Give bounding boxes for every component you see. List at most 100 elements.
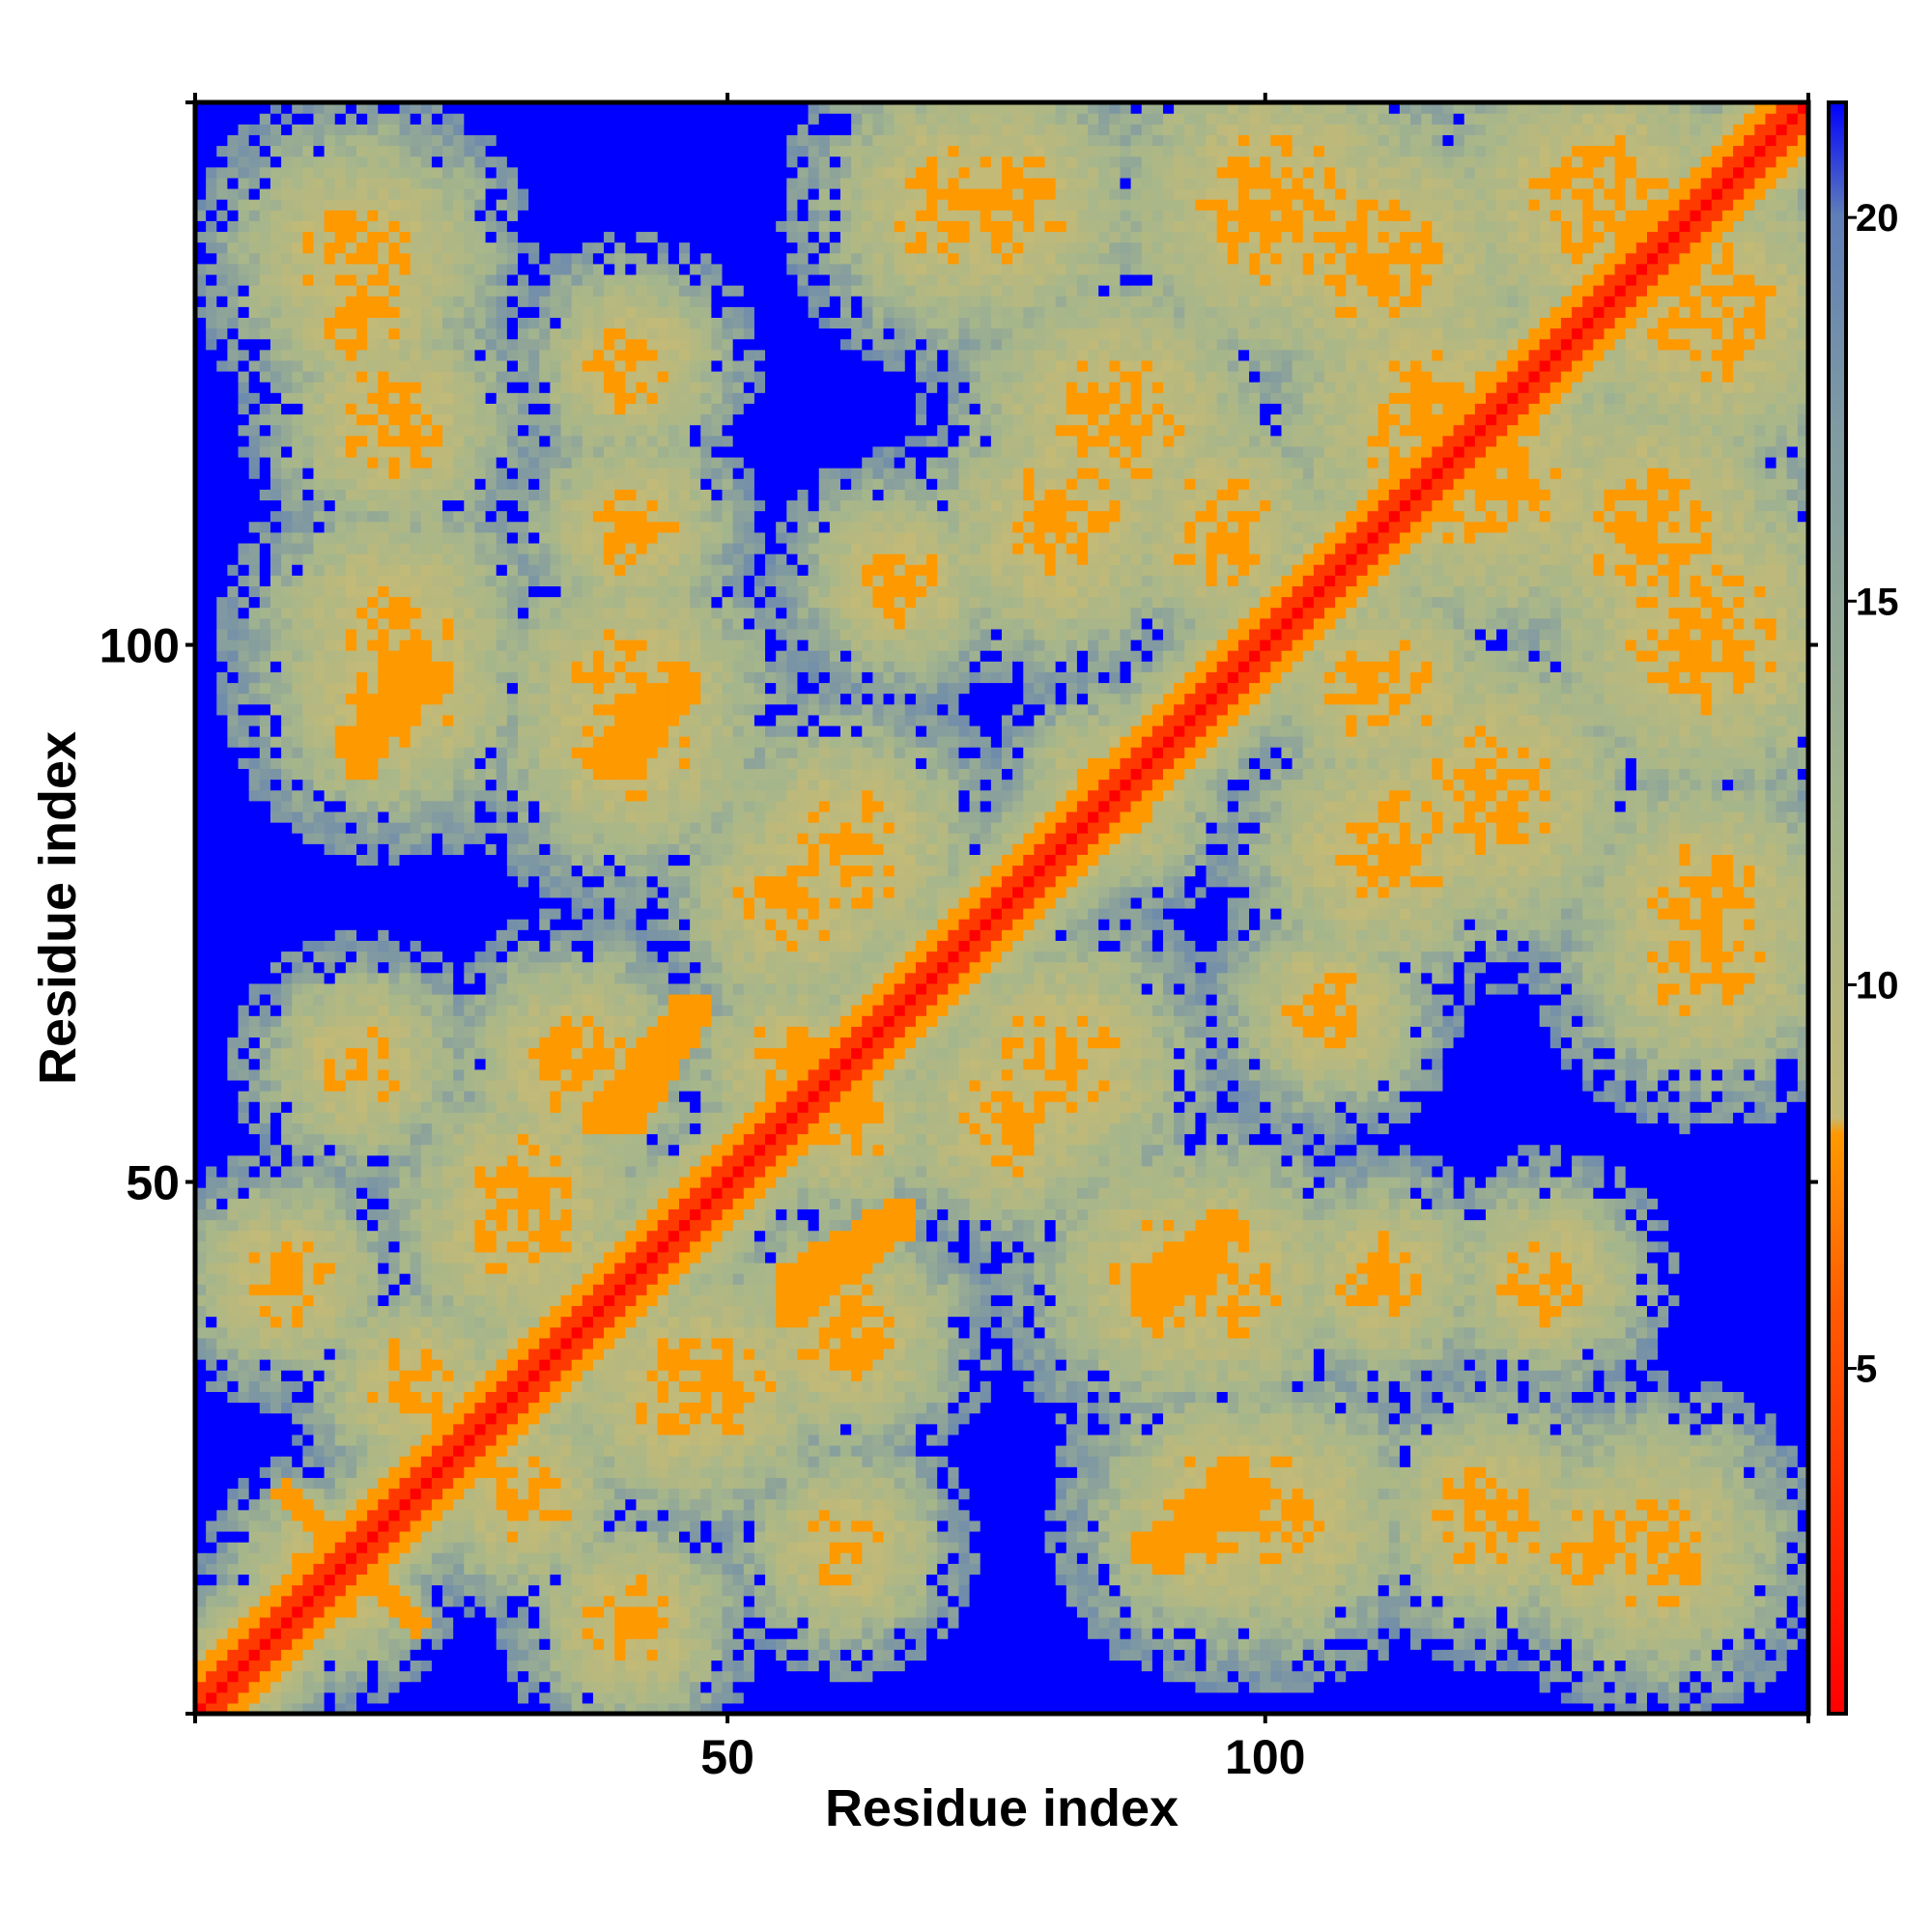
heatmap-cell [539, 1584, 551, 1597]
heatmap-cell [324, 1605, 336, 1618]
heatmap-cell [345, 833, 357, 844]
heatmap-cell [313, 1316, 326, 1328]
heatmap-cell [453, 1380, 465, 1392]
heatmap-cell [410, 617, 422, 630]
heatmap-cell [528, 1412, 540, 1425]
heatmap-cell [281, 371, 293, 383]
heatmap-cell [388, 1005, 401, 1016]
heatmap-cell [259, 1230, 271, 1242]
heatmap-cell [334, 1530, 347, 1543]
heatmap-cell [216, 1122, 228, 1135]
heatmap-cell [485, 1273, 497, 1285]
heatmap-cell [334, 896, 347, 909]
heatmap-cell [539, 1628, 551, 1639]
heatmap-cell [539, 1144, 551, 1156]
heatmap-cell [292, 199, 303, 211]
heatmap-cell [195, 1574, 207, 1586]
heatmap-cell [227, 661, 240, 672]
heatmap-cell [281, 1240, 293, 1253]
heatmap-cell [302, 1079, 315, 1092]
heatmap-cell [410, 628, 422, 640]
heatmap-cell [378, 1605, 389, 1618]
heatmap-cell [399, 1091, 412, 1102]
heatmap-cell [248, 392, 261, 404]
heatmap-cell [453, 1542, 465, 1553]
heatmap-cell [206, 392, 217, 404]
heatmap-cell [388, 1584, 401, 1597]
heatmap-cell [227, 1660, 240, 1672]
heatmap-cell [302, 940, 315, 952]
heatmap-cell [453, 1402, 465, 1414]
heatmap-cell [453, 1670, 465, 1683]
heatmap-cell [550, 1305, 562, 1318]
heatmap-cell [248, 843, 261, 855]
heatmap-cell [474, 661, 487, 672]
heatmap-cell [356, 1488, 368, 1500]
heatmap-cell [367, 779, 379, 791]
heatmap-cell [313, 1305, 326, 1318]
heatmap-cell [506, 489, 519, 501]
heatmap-cell [270, 1047, 282, 1060]
heatmap-cell [496, 1144, 508, 1156]
heatmap-cell [367, 177, 379, 189]
heatmap-cell [206, 424, 217, 437]
heatmap-cell [259, 919, 271, 930]
heatmap-cell [453, 1584, 465, 1597]
heatmap-cell [292, 1154, 303, 1167]
heatmap-cell [378, 177, 389, 189]
heatmap-cell [420, 1488, 433, 1500]
heatmap-cell [399, 757, 412, 770]
heatmap-cell [399, 1681, 412, 1693]
heatmap-cell [399, 639, 412, 651]
heatmap-cell [528, 1026, 540, 1038]
heatmap-cell [281, 1348, 293, 1360]
heatmap-cell [453, 371, 465, 383]
heatmap-cell [313, 1520, 326, 1532]
heatmap-cell [356, 1219, 368, 1232]
heatmap-cell [420, 220, 433, 233]
heatmap-cell [302, 1595, 315, 1607]
heatmap-cell [334, 1616, 347, 1629]
heatmap-cell [195, 392, 207, 404]
heatmap-cell [206, 951, 217, 963]
heatmap-cell [410, 564, 422, 576]
heatmap-cell [388, 1079, 401, 1092]
heatmap-cell [485, 940, 497, 952]
heatmap-cell [248, 886, 261, 898]
heatmap-cell [420, 510, 433, 523]
heatmap-cell [474, 1026, 487, 1038]
heatmap-cell [485, 757, 497, 770]
heatmap-cell [313, 908, 326, 920]
heatmap-cell [399, 1015, 412, 1027]
heatmap-cell [453, 1273, 465, 1285]
heatmap-cell [485, 768, 497, 781]
heatmap-cell [238, 1402, 250, 1414]
heatmap-cell [238, 1326, 250, 1339]
heatmap-cell [195, 317, 207, 329]
heatmap-cell [399, 1133, 412, 1146]
heatmap-cell [227, 724, 240, 737]
heatmap-cell [248, 865, 261, 877]
heatmap-cell [410, 736, 422, 748]
heatmap-cell [206, 1037, 217, 1049]
heatmap-cell [442, 1584, 454, 1597]
heatmap-cell [410, 327, 422, 340]
heatmap-cell [313, 1370, 326, 1381]
heatmap-cell [216, 833, 228, 844]
heatmap-cell [518, 1616, 529, 1629]
heatmap-cell [238, 113, 250, 125]
heatmap-cell [442, 177, 454, 189]
heatmap-cell [399, 285, 412, 297]
heatmap-cell [292, 896, 303, 909]
heatmap-cell [259, 800, 271, 812]
heatmap-cell [302, 585, 315, 598]
heatmap-cell [518, 285, 529, 297]
heatmap-cell [248, 1305, 261, 1318]
heatmap-cell [474, 703, 487, 716]
heatmap-cell [518, 1230, 529, 1242]
heatmap-cell [227, 1026, 240, 1038]
heatmap-cell [453, 575, 465, 586]
heatmap-cell [195, 382, 207, 393]
heatmap-cell [485, 1337, 497, 1350]
heatmap-cell [216, 639, 228, 651]
